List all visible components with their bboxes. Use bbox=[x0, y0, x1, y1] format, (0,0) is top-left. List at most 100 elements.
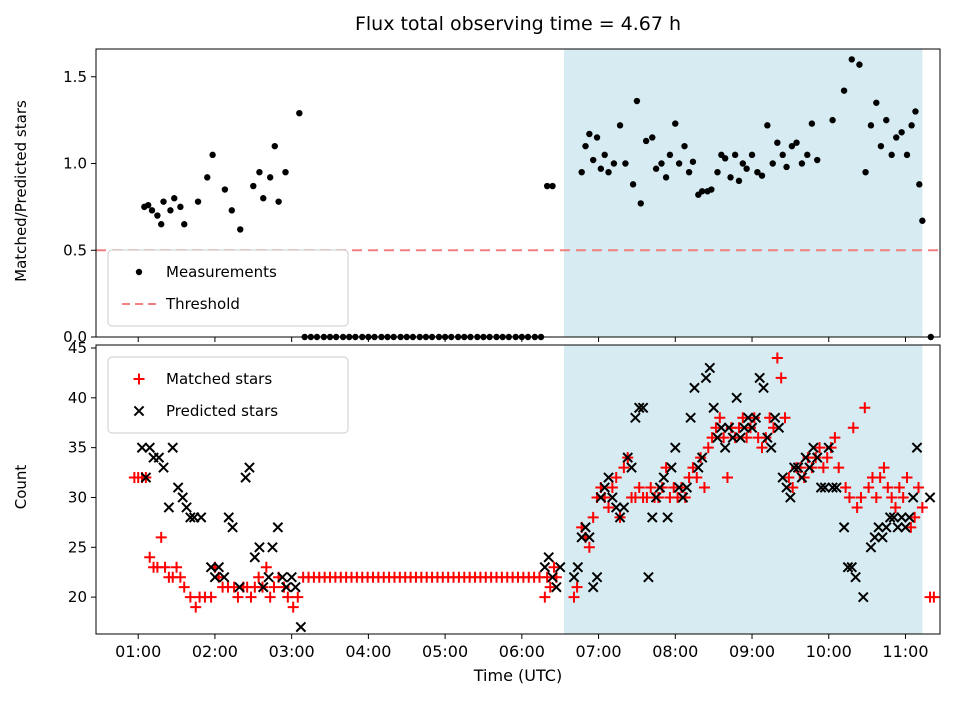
x-marker bbox=[646, 512, 658, 523]
measurement-dot bbox=[662, 174, 670, 181]
x-marker bbox=[595, 492, 607, 503]
measurement-dot bbox=[578, 168, 585, 176]
plus-marker bbox=[190, 601, 202, 613]
measurement-dot bbox=[708, 186, 715, 193]
x-marker bbox=[591, 571, 603, 583]
plus-marker bbox=[603, 501, 615, 513]
plus-marker bbox=[843, 491, 855, 503]
plus-marker bbox=[282, 591, 294, 603]
measurement-dot bbox=[788, 142, 796, 150]
measurement-dot bbox=[916, 181, 923, 188]
plus-marker bbox=[851, 501, 863, 513]
plus-marker bbox=[606, 482, 618, 494]
x-marker bbox=[177, 492, 189, 503]
x-marker bbox=[857, 591, 869, 603]
plus-marker bbox=[184, 591, 196, 603]
legend-label: Predicted stars bbox=[166, 402, 278, 420]
plus-marker bbox=[618, 462, 630, 474]
plus-marker bbox=[205, 591, 217, 603]
measurement-dot bbox=[873, 99, 880, 106]
x-tick-label: 02:00 bbox=[192, 642, 238, 661]
plus-marker bbox=[144, 551, 156, 563]
measurement-dot bbox=[642, 137, 650, 145]
x-marker bbox=[254, 541, 265, 553]
measurement-dot bbox=[908, 122, 915, 129]
x-marker bbox=[213, 561, 225, 573]
x-marker bbox=[673, 482, 685, 493]
plus-marker bbox=[821, 452, 833, 464]
measurement-dot bbox=[228, 207, 236, 214]
measurement-dot bbox=[266, 174, 274, 181]
x-marker bbox=[551, 581, 562, 593]
series-predicted-stars bbox=[136, 362, 936, 633]
plus-marker bbox=[178, 581, 190, 593]
plus-marker bbox=[245, 591, 257, 603]
plus-marker bbox=[174, 571, 186, 583]
x-marker bbox=[539, 561, 551, 573]
measurement-dot bbox=[672, 120, 679, 127]
measurement-dot bbox=[808, 120, 816, 127]
x-marker bbox=[227, 522, 238, 533]
plus-marker bbox=[583, 541, 595, 553]
measurement-dot bbox=[814, 156, 821, 164]
chart-title: Flux total observing time = 4.67 h bbox=[354, 13, 682, 35]
x-marker bbox=[900, 522, 911, 533]
x-marker bbox=[263, 571, 274, 583]
x-marker bbox=[599, 482, 611, 493]
measurement-dot bbox=[698, 188, 706, 195]
measurement-dot bbox=[735, 177, 743, 185]
x-marker bbox=[614, 512, 626, 523]
y-tick-label: 1.5 bbox=[63, 68, 87, 86]
plus-marker bbox=[748, 412, 760, 424]
x-marker bbox=[865, 541, 877, 553]
x-marker bbox=[587, 581, 599, 593]
measurement-dot bbox=[622, 160, 629, 167]
measurement-dot bbox=[256, 168, 263, 176]
measurement-dot bbox=[209, 151, 216, 159]
plus-marker bbox=[905, 521, 917, 533]
plus-marker bbox=[909, 511, 921, 523]
measurement-dot bbox=[912, 108, 919, 115]
x-marker bbox=[584, 532, 595, 543]
x-marker bbox=[727, 432, 739, 443]
measurement-dot bbox=[739, 160, 747, 167]
x-tick-label: 06:00 bbox=[499, 642, 545, 661]
y-tick-label: 1.0 bbox=[63, 155, 87, 173]
y-tick-label: 30 bbox=[68, 488, 87, 506]
x-marker bbox=[796, 472, 808, 483]
plus-marker bbox=[698, 482, 710, 494]
x-marker bbox=[244, 462, 255, 473]
measurement-dot bbox=[282, 168, 289, 176]
measurement-dot bbox=[685, 168, 693, 176]
measurement-dot bbox=[204, 174, 211, 181]
x-marker bbox=[618, 502, 630, 513]
measurement-dot bbox=[714, 168, 721, 176]
x-marker bbox=[735, 432, 746, 443]
measurement-dot bbox=[549, 182, 556, 190]
x-tick-label: 03:00 bbox=[269, 642, 315, 661]
x-marker bbox=[153, 452, 165, 463]
x-marker bbox=[205, 561, 217, 573]
x-marker bbox=[681, 482, 693, 493]
x-marker bbox=[777, 472, 789, 483]
plus-marker bbox=[829, 432, 841, 444]
x-marker bbox=[731, 392, 742, 404]
plus-marker bbox=[916, 501, 928, 513]
x-marker bbox=[223, 512, 235, 523]
measurement-dot bbox=[181, 221, 188, 228]
measurement-dot bbox=[675, 160, 683, 167]
x-marker bbox=[838, 522, 850, 533]
measurement-dot bbox=[605, 168, 612, 176]
x-marker bbox=[610, 502, 622, 513]
plus-marker bbox=[893, 482, 905, 494]
plus-marker bbox=[702, 442, 714, 454]
x-marker bbox=[637, 402, 649, 414]
x-marker bbox=[769, 412, 781, 424]
x-marker bbox=[892, 522, 904, 533]
x-marker bbox=[572, 561, 584, 573]
measurement-dot bbox=[721, 155, 729, 162]
x-marker bbox=[568, 571, 580, 583]
plus-marker bbox=[859, 402, 871, 414]
plus-marker bbox=[278, 581, 290, 593]
